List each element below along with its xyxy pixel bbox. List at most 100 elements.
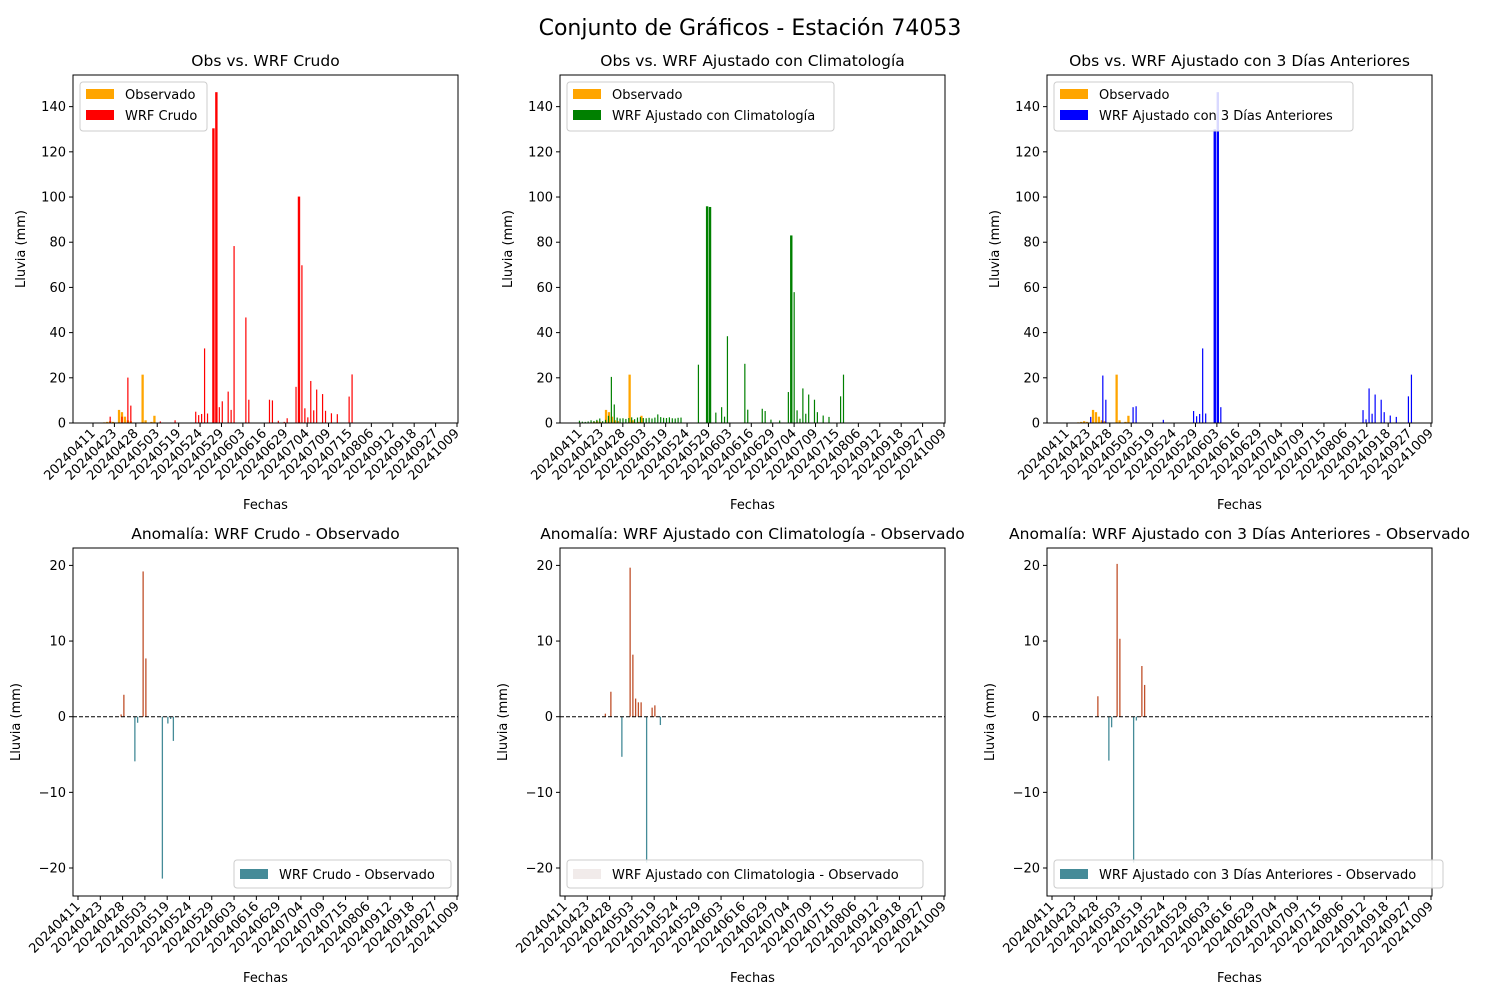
bar-a-6 <box>123 694 125 717</box>
bar-b-20 <box>636 417 639 423</box>
y-axis-ticks: 0 20 40 60 80 100 120 140 <box>41 100 73 432</box>
y-tick-label: 80 <box>49 236 66 251</box>
bar-b-44 <box>221 401 223 423</box>
bar-b-9 <box>604 419 607 423</box>
bar-a-22 <box>167 716 169 724</box>
bar-b-61 <box>271 400 274 423</box>
y-tick-label: 120 <box>528 145 553 160</box>
bar-b-4 <box>590 420 592 423</box>
bar-a-13 <box>142 571 144 717</box>
bar-b-25 <box>651 418 653 423</box>
bar-b-53 <box>248 399 250 423</box>
legend: Observado WRF Crudo <box>79 81 208 132</box>
bar-b-27 <box>657 414 659 423</box>
y-axis-label: Lluvia (mm) <box>496 683 511 761</box>
legend-label: Observado <box>612 88 683 103</box>
bar-a-7 <box>1085 421 1089 423</box>
bar-b-22 <box>1132 407 1134 423</box>
y-tick-label: 140 <box>1015 100 1040 115</box>
legend-swatch <box>86 89 114 99</box>
x-axis-ticks: 2024041120240423202404282024050320240519… <box>528 423 950 484</box>
bar-a-20 <box>1124 421 1127 423</box>
legend: WRF Ajustado con 3 Días Anteriores - Obs… <box>1053 859 1444 889</box>
chart-title: Anomalía: WRF Ajustado con 3 Días Anteri… <box>1009 525 1470 543</box>
legend-swatch <box>240 869 268 879</box>
bar-b-39 <box>206 413 209 423</box>
bar-a-15 <box>634 698 637 717</box>
bar-a-21 <box>651 707 653 717</box>
bar-b-73 <box>307 417 309 423</box>
bar-layer <box>604 567 662 863</box>
bar-b-77 <box>802 388 804 423</box>
bar-b-71 <box>301 265 303 423</box>
y-tick-label: 0 <box>58 710 66 725</box>
y-axis-label: Lluvia (mm) <box>983 683 998 761</box>
legend-swatch <box>1060 110 1088 120</box>
bar-b-16 <box>625 418 627 423</box>
bar-b-90 <box>839 396 842 423</box>
legend-label: WRF Ajustado con 3 Días Anteriores <box>1099 109 1333 124</box>
bar-b-12 <box>127 377 129 423</box>
y-tick-label: 20 <box>1023 559 1040 574</box>
bar-b-49 <box>1213 129 1216 423</box>
legend-label: Observado <box>1099 88 1170 103</box>
y-axis-label: Lluvia (mm) <box>9 683 24 761</box>
bar-layer <box>103 92 353 424</box>
bar-a-13 <box>616 421 619 423</box>
bar-b-79 <box>324 410 327 423</box>
legend: Observado WRF Ajustado con 3 Días Anterio… <box>1053 81 1354 132</box>
bar-a-6 <box>1083 421 1086 423</box>
bar-a-20 <box>161 716 164 879</box>
bar-b-41 <box>697 364 700 423</box>
legend-label: WRF Crudo <box>125 109 197 124</box>
bar-b-2 <box>584 421 586 423</box>
bar-b-18 <box>631 417 633 423</box>
bar-a-10 <box>1108 716 1110 761</box>
bar-b-29 <box>662 417 665 423</box>
bar-b-63 <box>761 408 763 423</box>
y-tick-label: 140 <box>528 100 553 115</box>
y-axis-ticks: −20 −10 0 10 20 <box>39 559 73 877</box>
chart-panel-6: Anomalía: WRF Ajustado con 3 Días Anteri… <box>983 525 1470 986</box>
bar-b-13 <box>1105 399 1107 423</box>
bar-a-18 <box>144 420 147 423</box>
y-tick-label: 0 <box>58 417 66 432</box>
bar-b-8 <box>1090 416 1092 423</box>
y-tick-label: 100 <box>41 191 66 206</box>
bar-b-65 <box>283 421 285 423</box>
bar-b-107 <box>1389 415 1391 423</box>
y-tick-label: 0 <box>1032 710 1040 725</box>
bar-a-9 <box>604 409 608 423</box>
bar-a-6 <box>1097 696 1099 717</box>
bar-b-74 <box>310 380 312 423</box>
x-axis-ticks: 2024041120240423202404282024050320240519… <box>1000 896 1437 957</box>
y-tick-label: −20 <box>39 862 66 877</box>
y-tick-label: 20 <box>536 559 553 574</box>
bar-b-35 <box>195 411 197 423</box>
bar-a-12 <box>613 420 617 423</box>
y-tick-label: 20 <box>1023 371 1040 386</box>
y-tick-label: 10 <box>536 635 553 650</box>
bar-b-19 <box>633 419 636 423</box>
legend-label: WRF Ajustado con 3 Días Anteriores - Obs… <box>1099 868 1416 883</box>
bar-b-49 <box>721 407 723 423</box>
chart-panel-1: Obs vs. WRF Crudo 0 20 40 60 80 100 120 140 20240… <box>14 52 463 513</box>
bar-a-20 <box>1135 716 1138 721</box>
legend-swatch <box>573 89 601 99</box>
bar-b-45 <box>1202 348 1204 423</box>
bar-a-22 <box>654 705 656 717</box>
bar-a-11 <box>1097 416 1101 423</box>
bar-b-91 <box>842 374 845 423</box>
bar-a-18 <box>631 420 634 423</box>
bar-a-21 <box>1127 415 1130 423</box>
chart-panel-3: Obs vs. WRF Ajustado con 3 Días Anterior… <box>988 52 1437 513</box>
legend-box <box>233 859 452 889</box>
bar-a-21 <box>153 415 156 423</box>
bar-b-100 <box>1368 388 1370 423</box>
x-axis-label: Fechas <box>730 971 775 986</box>
y-tick-label: 40 <box>1023 326 1040 341</box>
bar-layer <box>1097 563 1146 863</box>
bar-a-13 <box>1116 563 1118 717</box>
bar-b-23 <box>159 421 161 423</box>
bar-a-24 <box>172 716 175 741</box>
